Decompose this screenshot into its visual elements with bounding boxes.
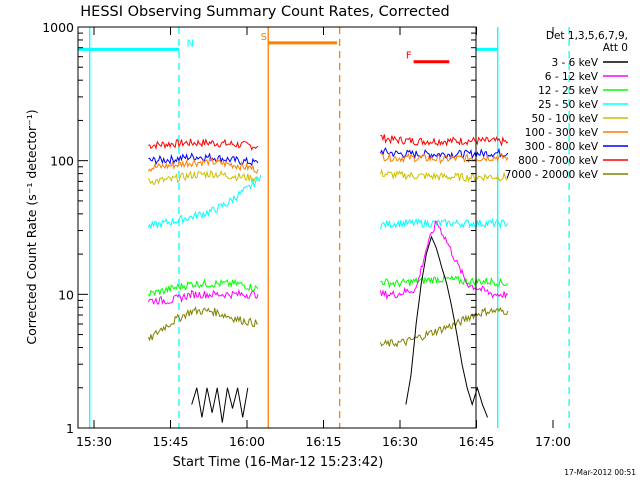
series-line-6-1 xyxy=(379,220,509,301)
series-line-2-0 xyxy=(147,157,259,174)
legend-header-0: Det 1,3,5,6,7,9, xyxy=(546,30,628,42)
x-tick-label-1: 15:45 xyxy=(152,434,188,449)
series-line-4-0 xyxy=(147,174,262,230)
state-vlines-group xyxy=(89,27,570,428)
legend-label-0: 3 - 6 keV xyxy=(551,57,598,69)
state-bar-label-N: N xyxy=(187,38,194,49)
legend-label-8: 7000 - 20000 keV xyxy=(505,169,599,181)
series-line-6-0 xyxy=(147,288,259,305)
legend: Det 1,3,5,6,7,9,Att 0 3 - 6 keV 6 - 12 keV… xyxy=(505,30,628,181)
chart-title: HESSI Observing Summary Count Rates, Cor… xyxy=(80,4,449,20)
series-group xyxy=(147,134,509,423)
generation-timestamp: 17-Mar-2012 00:51 xyxy=(564,468,636,477)
x-axis-label: Start Time (16-Mar-12 15:23:42) xyxy=(173,455,384,470)
x-axis-ticks: 15:30 15:45 16:00 16:15 16:30 16:45 17:00 xyxy=(76,27,571,449)
y-tick-label-3: 1000 xyxy=(42,20,74,35)
x-tick-label-4: 16:30 xyxy=(382,434,418,449)
legend-label-7: 800 - 7000 keV xyxy=(518,155,599,167)
legend-label-4: 50 - 100 keV xyxy=(531,113,598,125)
state-bar-label-S: S xyxy=(261,32,267,43)
series-line-5-0 xyxy=(148,278,259,298)
series-line-8-1 xyxy=(405,235,488,418)
state-bar-label-F: F xyxy=(406,51,412,62)
series-line-3-1 xyxy=(379,168,509,183)
series-line-1-1 xyxy=(379,147,509,160)
legend-label-5: 100 - 300 keV xyxy=(525,127,599,139)
y-axis-ticks: 1 10 100 1000 xyxy=(42,20,476,436)
x-tick-label-6: 17:00 xyxy=(535,434,571,449)
series-line-7-1 xyxy=(379,306,509,348)
legend-header-1: Att 0 xyxy=(603,42,628,54)
x-tick-label-2: 16:00 xyxy=(229,434,265,449)
series-line-0-0 xyxy=(148,137,259,151)
y-axis-label: Corrected Count Rate (s⁻¹ detector⁻¹) xyxy=(24,109,39,344)
x-tick-label-0: 15:30 xyxy=(76,434,112,449)
legend-label-6: 300 - 800 keV xyxy=(525,141,599,153)
legend-label-1: 6 - 12 keV xyxy=(545,71,599,83)
legend-label-2: 12 - 25 keV xyxy=(538,85,599,97)
y-tick-label-0: 1 xyxy=(66,421,74,436)
y-tick-label-1: 10 xyxy=(58,287,74,302)
legend-label-3: 25 - 50 keV xyxy=(538,99,599,111)
x-tick-label-3: 16:15 xyxy=(305,434,341,449)
series-line-3-0 xyxy=(147,169,259,186)
x-tick-label-5: 16:45 xyxy=(458,434,494,449)
series-line-7-0 xyxy=(147,306,259,342)
series-line-8-0 xyxy=(191,387,249,423)
plot-frame xyxy=(77,26,477,429)
series-line-2-1 xyxy=(380,152,509,165)
series-line-4-1 xyxy=(379,217,509,230)
series-line-0-1 xyxy=(380,134,509,147)
state-bars-group: N S F xyxy=(78,32,498,64)
y-tick-label-2: 100 xyxy=(50,154,74,169)
